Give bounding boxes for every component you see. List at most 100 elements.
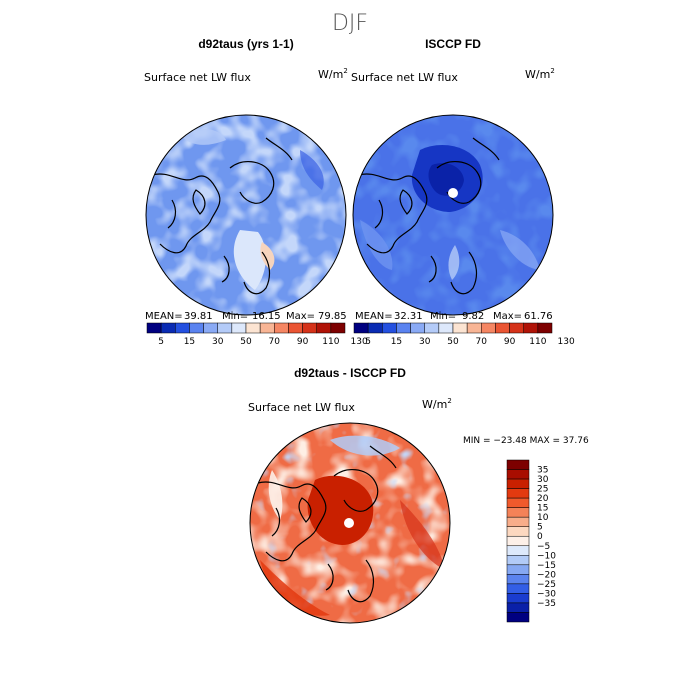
map-a-colorbar-swatch: [302, 322, 317, 334]
map-c-colorbar-tick-label: −5: [537, 542, 550, 552]
map-a-colorbar-tick-label: 70: [269, 337, 281, 347]
map-c-rim: [249, 422, 451, 624]
map-panel-difference: d92taus - ISCCP FD Surface net LW flux W…: [248, 366, 589, 624]
map-c-colorbar-swatch: [506, 555, 530, 566]
map-b-colorbar-swatch: [523, 322, 539, 334]
map-c-colorbar-swatch: [506, 507, 530, 518]
map-b-colorbar-swatch: [353, 322, 369, 334]
map-panel-model: d92taus (yrs 1-1) Surface net LW flux W/…: [144, 37, 368, 347]
map-a-mean-label: MEAN=: [145, 311, 183, 322]
map-c-colorbar-tick-label: −35: [537, 599, 556, 609]
map-b-pole-mask: [448, 188, 458, 198]
map-a-colorbar-swatch: [274, 322, 289, 334]
map-c-colorbar-tick-label: 30: [537, 475, 549, 485]
map-a-colorbar-swatch: [203, 322, 218, 334]
map-a-coastlines: [151, 117, 341, 295]
map-b-colorbar-swatch: [509, 322, 524, 334]
map-a-colorbar-swatch: [146, 322, 162, 334]
map-a-colorbar-swatch: [330, 322, 346, 334]
map-a-field: [146, 115, 346, 315]
map-c-colorbar-tick-label: 5: [537, 523, 543, 533]
map-a-colorbar-tick-label: 90: [297, 337, 309, 347]
map-c-colorbar-swatch: [506, 478, 530, 489]
map-b-rim: [352, 114, 554, 316]
map-c-colorbar-swatch: [506, 564, 530, 575]
map-c-colorbar-swatch: [506, 574, 530, 585]
map-a-colorbar-tick-label: 5: [158, 337, 164, 347]
map-a-title: d92taus (yrs 1-1): [198, 37, 293, 51]
map-b-min: 9.82: [462, 311, 484, 322]
map-a-subtitle: Surface net LW flux: [144, 71, 251, 84]
map-a-colorbar-swatch: [175, 322, 190, 334]
map-panel-observed: ISCCP FD Surface net LW flux W/m2 MEAN=: [351, 37, 575, 347]
map-b-colorbar-tick-label: 130: [558, 337, 575, 347]
map-b-colorbar-tick-label: 5: [365, 337, 371, 347]
map-b-subtitle: Surface net LW flux: [351, 71, 458, 84]
map-a-units: W/m2: [318, 67, 348, 81]
map-c-units: W/m2: [422, 397, 452, 411]
map-b-mean: 32.31: [394, 311, 423, 322]
map-b-max-label: Max=: [493, 311, 522, 322]
map-b-colorbar-tick-label: 110: [529, 337, 546, 347]
map-b-stats: MEAN= 32.31 Min= 9.82 Max= 61.76: [355, 311, 553, 322]
map-b-colorbar-tick-label: 50: [447, 337, 459, 347]
map-c-colorbar-swatch: [506, 526, 530, 537]
map-a-colorbar-swatch: [189, 322, 204, 334]
map-a-colorbar-tick-label: 15: [184, 337, 195, 347]
map-b-colorbar-swatch: [495, 322, 510, 334]
map-a-colorbar-swatch: [259, 322, 275, 334]
map-a-colorbar-tick-label: 50: [240, 337, 252, 347]
map-a-colorbar-swatch: [217, 322, 233, 334]
map-b-max: 61.76: [524, 311, 553, 322]
map-a-mean: 39.81: [184, 311, 213, 322]
map-a-colorbar-swatch: [231, 322, 247, 334]
map-b-title: ISCCP FD: [425, 37, 481, 51]
map-b-colorbar-swatch: [410, 322, 425, 334]
map-c-title: d92taus - ISCCP FD: [294, 366, 406, 380]
map-c-colorbar-swatch: [506, 602, 530, 613]
map-a-colorbar-swatch: [245, 322, 261, 334]
map-a-colorbar-swatch: [160, 322, 176, 334]
map-a-colorbar-tick-label: 110: [322, 337, 339, 347]
map-b-colorbar-swatch: [452, 322, 468, 334]
map-c-colorbar-swatch: [506, 612, 530, 623]
map-c-colorbar-tick-label: 25: [537, 485, 548, 495]
map-c-colorbar-swatch: [506, 593, 530, 604]
map-b-colorbar-swatch: [537, 322, 553, 334]
map-a-colorbar-swatch: [288, 322, 303, 334]
map-a-rim: [145, 114, 347, 316]
map-a-max-label: Max=: [286, 311, 315, 322]
map-c-colorbar-tick-label: −10: [537, 551, 556, 561]
map-a-stats: MEAN= 39.81 Min= 16.15 Max= 79.85: [145, 311, 347, 322]
map-b-colorbar-swatch: [481, 322, 496, 334]
map-c-colorbar-tick-label: 20: [537, 494, 549, 504]
map-c-colorbar-tick-label: 0: [537, 532, 543, 542]
map-c-colorbar-swatch: [506, 545, 530, 556]
map-c-colorbar-swatch: [506, 583, 530, 594]
map-a-min: 16.15: [252, 311, 281, 322]
map-b-colorbar-tick-label: 30: [419, 337, 431, 347]
map-b-colorbar-tick-label: 70: [476, 337, 488, 347]
map-a-colorbar-tick-label: 30: [212, 337, 224, 347]
map-c-colorbar-swatch: [506, 488, 530, 499]
map-b-colorbar: 5 15 30 50 70 90 110 130: [353, 322, 575, 347]
map-c-colorbar-swatch: [506, 497, 530, 508]
map-b-colorbar-tick-label: 15: [391, 337, 402, 347]
map-b-colorbar-swatch: [424, 322, 440, 334]
map-b-field: [353, 115, 553, 315]
map-c-colorbar-swatch: [506, 459, 530, 470]
map-c-colorbar-tick-label: −15: [537, 561, 556, 571]
map-b-colorbar-swatch: [367, 322, 383, 334]
map-c-colorbar-swatch: [506, 516, 530, 527]
map-b-min-label: Min=: [430, 311, 456, 322]
map-c-colorbar-tick-label: −30: [537, 589, 556, 599]
map-a-min-label: Min=: [222, 311, 248, 322]
map-b-colorbar-swatch: [438, 322, 454, 334]
map-b-colorbar-swatch: [382, 322, 397, 334]
map-b-units: W/m2: [525, 67, 555, 81]
map-a-colorbar: 5 15 30 50 70 90 110 130: [146, 322, 368, 347]
page-title: DJF: [332, 11, 368, 36]
map-c-colorbar-tick-label: 15: [537, 504, 548, 514]
